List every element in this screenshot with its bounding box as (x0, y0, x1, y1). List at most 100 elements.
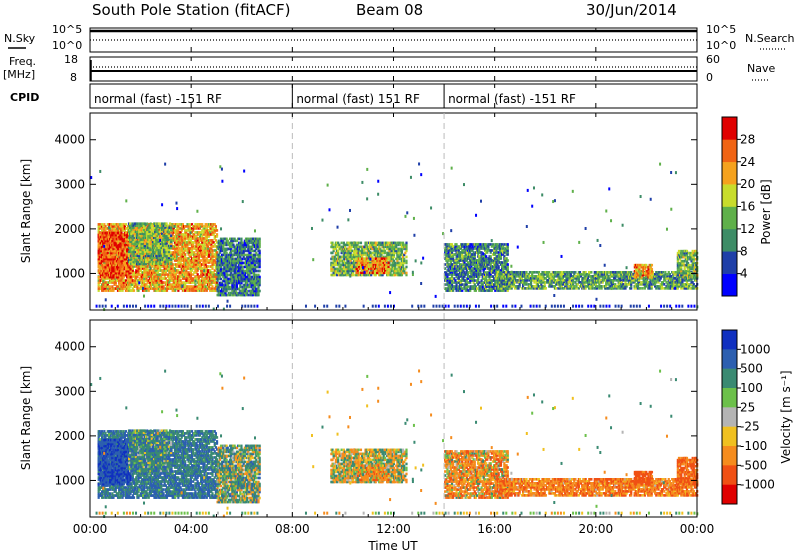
power-cell (192, 241, 195, 244)
power-cell (141, 283, 145, 286)
power-cell (112, 229, 115, 232)
power-cell (122, 235, 125, 238)
power-cell (139, 275, 142, 278)
power-cell (108, 257, 112, 260)
power-cell (171, 235, 174, 238)
power-cell (104, 285, 107, 288)
cpid-segment-1: normal (fast) 151 RF (296, 92, 420, 106)
power-cell (130, 232, 133, 236)
power-cell (131, 233, 134, 236)
power-cell (124, 283, 128, 286)
power-cell (162, 233, 165, 236)
power-cell (131, 273, 134, 276)
power-cell (152, 271, 155, 274)
power-cell (103, 279, 106, 282)
power-cell (129, 267, 132, 271)
power-cell (120, 281, 123, 284)
power-cell (145, 275, 148, 278)
power-cell (97, 279, 100, 282)
power-cell (101, 273, 104, 276)
power-cell (102, 277, 105, 280)
power-cell (159, 285, 162, 288)
power-cell (126, 281, 129, 284)
power-cell (126, 257, 129, 260)
power-cell (102, 233, 105, 236)
power-cell (150, 224, 153, 228)
power-cell (151, 223, 154, 226)
power-cell (118, 279, 121, 282)
power-cell (105, 289, 108, 292)
power-cell (135, 273, 138, 276)
power-cell (152, 287, 155, 290)
power-cell (168, 222, 172, 226)
power-cell (104, 229, 107, 232)
power-cell (144, 285, 147, 288)
power-cell (164, 281, 167, 284)
power-cell (138, 235, 141, 238)
power-cell (132, 289, 136, 292)
power-cell (118, 289, 121, 292)
power-cell (160, 279, 163, 282)
power-cell (153, 273, 156, 276)
power-cell (168, 287, 171, 290)
power-cell (123, 279, 126, 282)
power-cell (114, 277, 117, 280)
power-cell (170, 277, 173, 280)
power-cell (169, 285, 172, 288)
power-cell (143, 267, 146, 270)
power-cell (171, 283, 174, 286)
power-cell (172, 247, 175, 250)
power-cell (127, 279, 130, 282)
power-cell (155, 277, 158, 280)
power-cell (116, 225, 120, 228)
power-cell (108, 259, 112, 262)
power-cell (137, 265, 140, 268)
power-cell (165, 283, 169, 286)
power-cell (101, 237, 104, 240)
power-cell (135, 271, 138, 274)
power-cell (128, 283, 131, 286)
power-cell (147, 271, 150, 274)
power-cell (163, 273, 166, 276)
power-cell (171, 279, 174, 282)
power-cell (211, 285, 214, 288)
power-cell (145, 277, 148, 280)
power-cell (103, 277, 106, 280)
power-cell (141, 279, 145, 282)
power-cell (111, 227, 114, 230)
power-cell (114, 235, 117, 238)
power-cell (145, 279, 148, 282)
power-cell (159, 277, 162, 280)
power-cell (97, 287, 100, 290)
power-cell (144, 269, 147, 272)
power-cell (105, 239, 108, 242)
power-cell (131, 257, 134, 260)
power-cell (240, 237, 243, 241)
power-cell (403, 257, 406, 261)
power-cell (128, 289, 131, 292)
power-cell (138, 273, 141, 276)
power-cell (101, 265, 104, 268)
power-cell (120, 225, 123, 228)
power-cell (164, 265, 167, 268)
power-cell (120, 241, 123, 244)
power-cell (169, 287, 172, 290)
power-cell (141, 273, 145, 276)
power-cell (111, 287, 114, 290)
power-cell (107, 285, 111, 288)
power-cell (106, 287, 109, 290)
power-cell (115, 229, 118, 232)
power-cell (134, 281, 137, 284)
power-cell (401, 241, 405, 245)
power-cell (172, 251, 175, 254)
power-cell (152, 283, 155, 286)
power-cell (155, 279, 158, 282)
power-cell (132, 257, 136, 260)
power-cell (132, 245, 136, 248)
power-cell (119, 287, 122, 290)
power-cell (157, 269, 161, 272)
power-cell (148, 271, 152, 274)
power-cell (170, 258, 173, 262)
